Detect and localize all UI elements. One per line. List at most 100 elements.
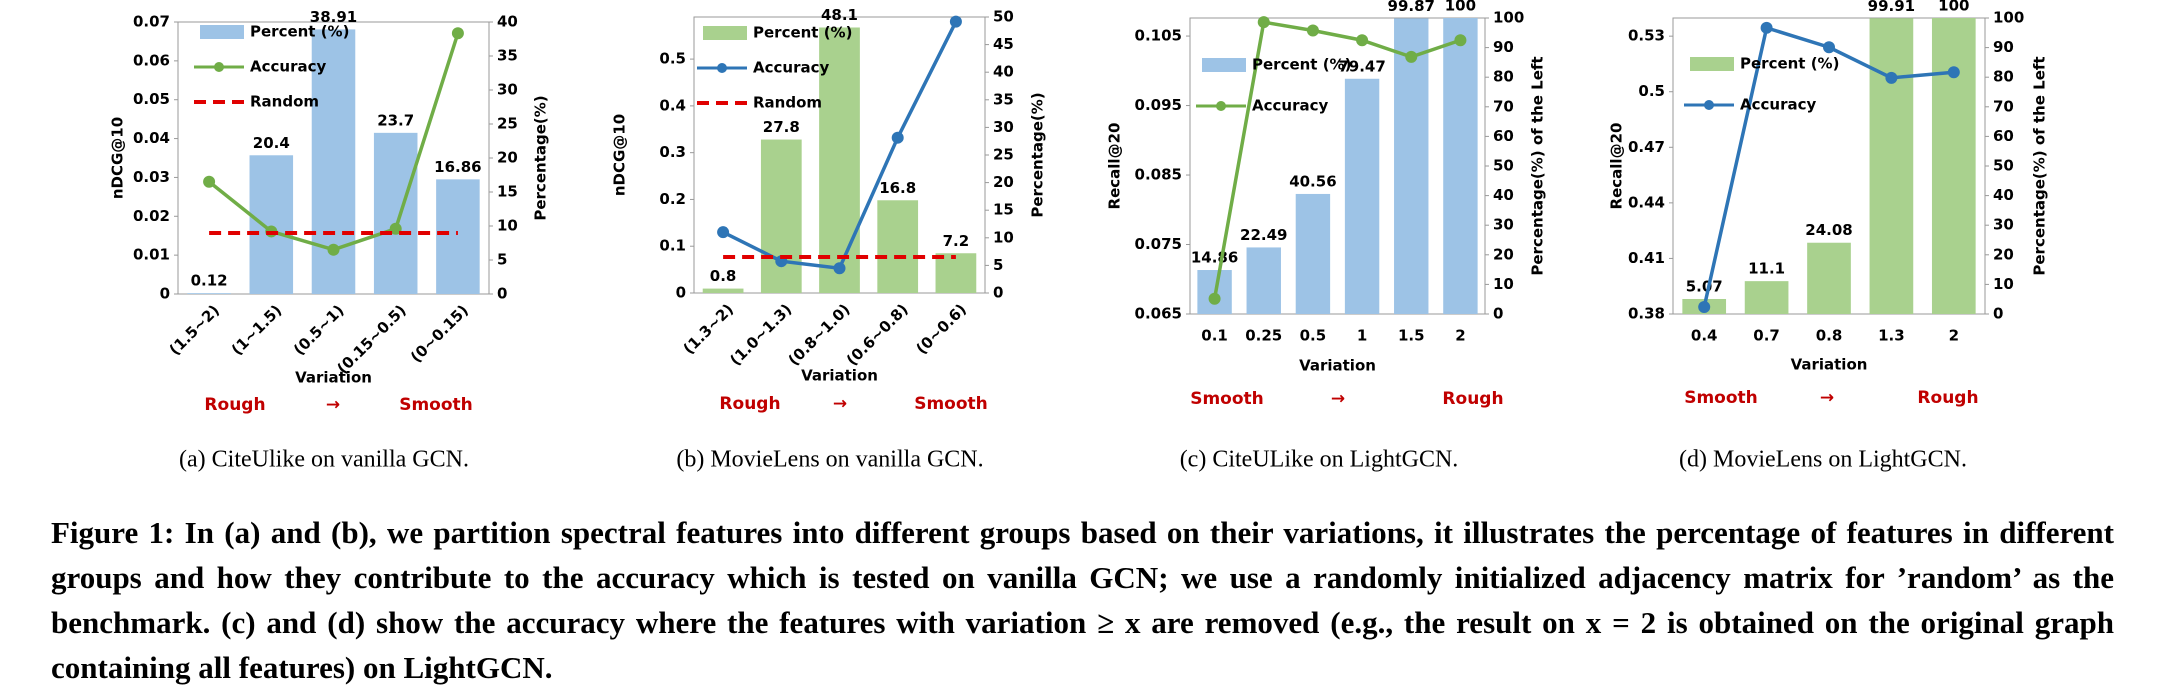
legend-marker [717,63,727,73]
y2-tick-label: 5 [497,251,507,269]
accuracy-marker [833,262,846,275]
y-tick-label: 0.38 [1628,305,1665,323]
y2-tick-label: 40 [1493,186,1514,204]
legend-label: Percent (%) [1252,56,1351,74]
y2-tick-label: 15 [497,183,518,201]
bar [760,139,802,293]
y2-tick-label: 60 [1993,127,2014,145]
x-tick-label: (1.3~2) [680,300,737,357]
x-tick-label: 0.4 [1691,327,1718,345]
x-axis-label: Variation [1299,357,1376,375]
y-tick-label: 0.4 [659,96,686,114]
bar [436,179,480,294]
bar [935,253,977,293]
bar-value-label: 40.56 [1289,172,1336,190]
subfigure-caption: (a) CiteUlike on vanilla GCN. [179,447,469,473]
y2-tick-label: 50 [993,8,1014,26]
y-tick-label: 0.105 [1135,27,1182,45]
legend-label: Random [250,93,319,111]
bar-value-label: 16.8 [879,179,916,197]
legend-swatch [1690,57,1734,71]
y2-tick-label: 80 [1993,68,2014,86]
y-tick-label: 0.2 [659,190,686,208]
y2-axis-label: Percentage(%) [532,95,550,220]
y2-tick-label: 30 [993,118,1014,136]
x-tick-label: (1~1.5) [228,301,285,358]
y-tick-label: 0.05 [133,90,170,108]
y-tick-label: 0.095 [1135,96,1182,114]
bar [877,200,919,293]
bar-value-label: 16.86 [434,158,481,176]
bar [1295,193,1331,314]
bar-value-label: 20.4 [253,134,290,152]
accuracy-marker [1823,41,1835,54]
x-tick-label: 2 [1949,327,1959,345]
y2-tick-label: 40 [1993,186,2014,204]
direction-annotation: Rough [719,394,780,414]
bar-value-label: 38.91 [310,8,357,26]
direction-annotation: → [833,394,847,414]
bar-value-label: 48.1 [821,6,858,24]
accuracy-marker [949,15,962,28]
direction-annotation: Rough [1442,389,1503,409]
y-tick-label: 0.075 [1135,235,1182,253]
y2-tick-label: 80 [1493,68,1514,86]
y2-tick-label: 90 [1493,38,1514,56]
x-axis-label: Variation [1791,356,1868,374]
x-tick-label: (0.8~1.0) [785,300,854,369]
x-tick-label: 0.1 [1201,327,1228,345]
bar [1344,78,1380,314]
direction-annotation: → [1820,388,1834,408]
figure: 00.010.020.030.040.050.060.0705101520253… [109,0,2049,473]
bar-value-label: 22.49 [1240,226,1287,244]
bar [1931,18,1976,314]
bar-value-label: 0.12 [191,272,228,290]
x-tick-label: 1.5 [1398,327,1425,345]
x-tick-label: 2 [1455,327,1465,345]
accuracy-marker [717,226,730,239]
x-tick-label: 0.25 [1245,327,1282,345]
bar-value-label: 24.08 [1805,221,1852,239]
y2-tick-label: 10 [993,228,1014,246]
y-tick-label: 0.53 [1628,27,1665,45]
bar-value-label: 100 [1938,0,1969,15]
y2-tick-label: 25 [993,146,1014,164]
bar-value-label: 79.47 [1338,57,1385,75]
legend-label: Accuracy [753,59,829,77]
x-tick-label: 0.8 [1816,327,1843,345]
accuracy-marker [1356,34,1369,47]
accuracy-marker [1208,292,1221,305]
legend-marker [214,62,224,72]
direction-annotation: Smooth [399,395,473,415]
y2-tick-label: 35 [497,47,518,65]
bar-value-label: 14.86 [1191,249,1238,267]
y2-tick-label: 30 [1493,216,1514,234]
bar-value-label: 99.91 [1868,0,1915,15]
bar-value-label: 5.07 [1686,277,1723,295]
y-tick-label: 0.1 [659,237,686,255]
y2-tick-label: 0 [993,284,1003,302]
y2-tick-label: 45 [993,35,1014,53]
bar-value-label: 0.8 [710,267,737,285]
bar [373,132,418,294]
x-tick-label: 0.7 [1753,327,1780,345]
y2-tick-label: 0 [497,285,507,303]
bar-value-label: 23.7 [377,111,414,129]
bar [1869,18,1914,315]
y2-tick-label: 20 [497,149,518,167]
y-tick-label: 0.44 [1628,193,1665,211]
y2-tick-label: 100 [1993,9,2024,27]
y2-tick-label: 20 [1493,245,1514,263]
legend-label: Percent (%) [1740,55,1839,73]
y2-axis-label: Percentage(%) of the Left [2031,56,2049,275]
x-tick-label: (0.5~1) [290,301,347,358]
legend-marker [1704,100,1714,110]
bar-value-label: 99.87 [1388,0,1435,15]
y2-tick-label: 20 [993,173,1014,191]
legend-marker [1216,101,1226,111]
direction-annotation: Smooth [914,394,988,414]
x-tick-label: (0.6~0.8) [843,300,912,369]
direction-annotation: Smooth [1190,389,1264,409]
accuracy-marker [891,131,904,144]
